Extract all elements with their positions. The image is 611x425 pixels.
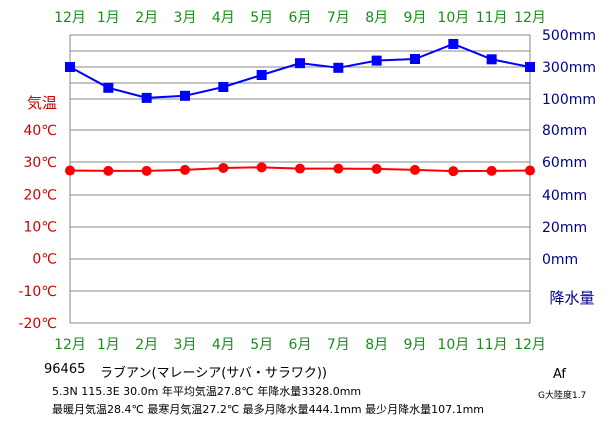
precipitation-axis-title: 降水量 [549,289,594,307]
precipitation-point [371,55,382,66]
month-label-top: 4月 [212,10,235,26]
precipitation-point [410,54,420,64]
month-label-top: 12月 [514,10,546,26]
precipitation-point [141,92,152,103]
month-label-top: 12月 [54,10,86,26]
month-label-top: 7月 [327,10,350,26]
precipitation-point [180,90,190,101]
series-markers [65,38,535,177]
month-label-bottom: 2月 [135,337,158,353]
month-label-bottom: 4月 [212,337,235,353]
temperature-point [448,166,459,177]
temperature-point [65,165,75,176]
precipitation-point [103,82,114,93]
precipitation-point [448,38,459,49]
temperature-tick-label: 20℃ [23,187,57,203]
temperature-tick-label: -10℃ [18,284,57,300]
precipitation-tick-label: 0mm [542,252,578,268]
month-label-top: 3月 [174,10,197,26]
precipitation-tick-label: 60mm [542,155,587,171]
month-label-top: 10月 [437,10,469,26]
temperature-point [333,163,344,174]
month-label-top: 5月 [250,10,273,26]
precipitation-point [65,62,75,72]
month-labels-bottom: 12月 1月 2月 3月 4月 5月 6月 7月 8月 9月 10月 11月 12月 [54,337,546,353]
month-label-top: 8月 [365,10,388,26]
month-label-top: 6月 [289,10,312,26]
precipitation-line [69,42,531,99]
temperature-tick-label: 30℃ [23,155,57,171]
month-label-top: 11月 [476,10,508,26]
precipitation-point [333,62,344,73]
temperature-point [218,162,229,173]
temperature-tick-label: 0℃ [32,252,57,268]
precipitation-point [295,58,305,69]
koppen-class: Af [553,367,567,382]
station-name: ラブアン(マレーシア(サバ・サラワク)) [100,366,327,381]
precipitation-tick-label: 40mm [542,188,587,204]
month-label-top: 1月 [97,10,120,26]
month-label-top: 9月 [404,10,427,26]
month-label-bottom: 7月 [327,337,350,353]
temperature-tick-label: -20℃ [18,316,57,332]
month-label-bottom: 11月 [476,337,508,353]
month-label-top: 2月 [135,10,158,26]
month-label-bottom: 9月 [404,337,427,353]
precipitation-tick-label: 80mm [542,123,587,139]
temperature-axis-ticks: 40℃ 30℃ 20℃ 10℃ 0℃ -10℃ -20℃ [18,123,57,332]
temperature-point [410,164,420,175]
continentality-index: G大陸度1.7 [538,391,587,401]
temperature-point [141,165,152,176]
temperature-point [103,165,114,176]
month-label-bottom: 12月 [54,337,86,353]
precipitation-point [256,70,267,80]
temperature-point [180,164,190,175]
temperature-axis-title: 気温 [27,94,57,112]
month-labels-top: 12月 1月 2月 3月 4月 5月 6月 7月 8月 9月 10月 11月 12月 [54,10,546,26]
precipitation-tick-label: 20mm [542,220,587,236]
temperature-point [256,162,267,173]
precipitation-point [525,62,535,72]
gridlines [69,34,531,324]
station-stats-line-1: 5.3N 115.3E 30.0m 年平均気温27.8℃ 年降水量3328.0m… [52,385,362,398]
month-label-bottom: 5月 [250,337,273,353]
temperature-tick-label: 40℃ [23,123,57,139]
month-label-bottom: 6月 [289,337,312,353]
precipitation-tick-label: 100mm [542,92,596,108]
station-stats-line-2: 最暖月気温28.4℃ 最寒月気温27.2℃ 最多月降水量444.1mm 最少月降… [52,403,485,416]
month-label-bottom: 10月 [437,337,469,353]
temperature-point [295,163,305,174]
temperature-tick-label: 10℃ [23,220,57,236]
temperature-point [486,165,497,176]
precipitation-tick-label: 300mm [542,60,596,76]
precipitation-tick-label: 500mm [542,28,596,44]
month-label-bottom: 8月 [365,337,388,353]
month-label-bottom: 3月 [174,337,197,353]
temperature-point [525,165,535,176]
month-label-bottom: 1月 [97,337,120,353]
month-label-bottom: 12月 [514,337,546,353]
precipitation-point [218,82,229,92]
station-id: 96465 [44,362,86,377]
temperature-point [371,163,382,174]
precipitation-point [486,54,497,65]
precipitation-axis-ticks: 500mm 300mm 100mm 80mm 60mm 40mm 20mm 0mm [542,28,596,268]
